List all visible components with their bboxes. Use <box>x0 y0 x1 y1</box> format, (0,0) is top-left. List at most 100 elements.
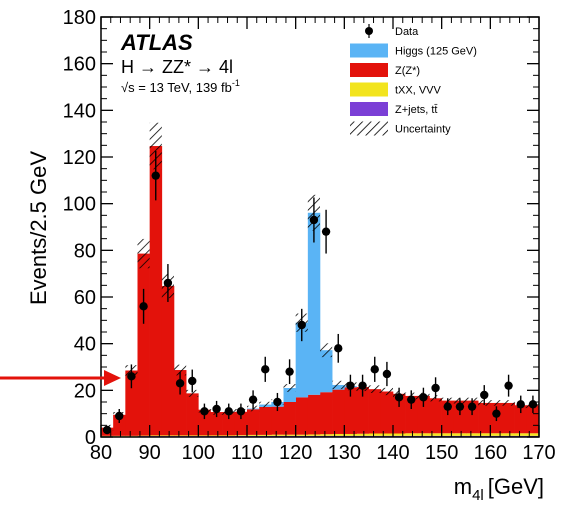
data-point <box>443 402 452 411</box>
data-point <box>212 404 221 414</box>
bar-txx-vvv <box>320 434 333 436</box>
y-axis-title: Events/2.5 GeV <box>26 151 51 305</box>
bar-z-z <box>514 405 528 434</box>
bar-txx-vvv <box>259 434 272 436</box>
bar-txx-vvv <box>222 435 236 437</box>
bar-z-z <box>149 146 163 436</box>
y-tick-label: 60 <box>74 287 96 309</box>
legend-label-higgs-125-gev: Higgs (125 GeV) <box>395 46 477 58</box>
data-point <box>224 407 233 416</box>
bar-txx-vvv <box>478 433 491 436</box>
uncertainty-band <box>186 389 199 397</box>
legend-label-z-z: Z(Z*) <box>395 65 420 77</box>
uncertainty-band <box>332 380 345 390</box>
uncertainty-band <box>320 343 333 358</box>
uncertainty-band <box>149 122 162 170</box>
data-point <box>102 425 112 435</box>
bar-z-z <box>332 389 345 434</box>
energy-main: √s = 13 TeV, 139 fb <box>121 80 232 95</box>
uncertainty-band <box>259 401 272 408</box>
data-point <box>492 409 501 418</box>
uncertainty-band <box>174 364 187 376</box>
bar-z-z <box>417 395 430 434</box>
data-points-layer <box>102 150 538 435</box>
data-point <box>467 402 477 411</box>
data-point <box>455 402 465 411</box>
bar-txx-vvv <box>234 435 248 436</box>
x-tick-label: 120 <box>279 442 312 464</box>
bar-z-z <box>344 387 357 434</box>
bar-z-z <box>356 387 369 434</box>
bar-txx-vvv <box>429 433 442 436</box>
bar-txx-vvv <box>441 433 455 436</box>
legend-swatch-z-z <box>350 63 388 77</box>
x-axis-title-main: m <box>454 474 472 499</box>
energy-sup: -1 <box>232 78 240 88</box>
bar-txx-vvv <box>332 433 345 436</box>
data-point <box>248 395 258 404</box>
atlas-label: ATLAS <box>120 30 193 55</box>
bar-z-z <box>125 370 138 436</box>
data-point <box>151 171 160 180</box>
bar-txx-vvv <box>283 434 296 436</box>
bar-txx-vvv <box>149 435 163 437</box>
uncertainty-band <box>502 400 515 406</box>
data-point <box>236 407 246 416</box>
bar-txx-vvv <box>466 433 479 436</box>
bar-z-z <box>307 394 321 435</box>
uncertainty-band <box>368 385 381 393</box>
bar-z-z <box>320 392 333 435</box>
y-tick-label: 100 <box>63 194 96 216</box>
bar-txx-vvv <box>161 435 175 437</box>
y-tick-label: 120 <box>63 147 96 169</box>
data-point <box>334 344 343 353</box>
legend-label-z-jets-tt: Z+jets, tt̄ <box>395 104 438 116</box>
data-point <box>163 278 173 288</box>
bar-txx-vvv <box>380 433 394 436</box>
bar-z-z <box>174 370 187 436</box>
x-axis-title: m4l [GeV] <box>454 474 544 504</box>
data-point <box>431 383 440 393</box>
data-point <box>188 376 197 386</box>
bar-z-z <box>368 389 382 434</box>
x-tick-label: 160 <box>474 442 507 464</box>
x-axis-title-sub: 4l <box>472 487 484 504</box>
data-point <box>309 215 319 225</box>
x-tick-label: 170 <box>522 442 555 464</box>
bar-z-z <box>137 253 150 436</box>
x-axis-title-unit: [GeV] <box>488 474 544 499</box>
data-point <box>127 372 136 381</box>
data-point <box>297 320 306 330</box>
legend-swatch-z-jets-tt <box>350 102 388 116</box>
uncertainty-band <box>283 384 296 392</box>
bar-txx-vvv <box>186 435 199 437</box>
bar-z-z <box>161 286 175 436</box>
bar-txx-vvv <box>526 433 540 436</box>
bar-txx-vvv <box>368 433 382 436</box>
data-point <box>358 381 367 390</box>
legend-swatch-uncertainty <box>350 121 388 136</box>
data-point <box>394 393 404 402</box>
bar-txx-vvv <box>295 434 309 436</box>
data-point <box>382 369 392 379</box>
uncertainty-band <box>380 387 393 396</box>
legend-label-txx-vvv: tXX, VVV <box>395 85 442 97</box>
y-tick-label: 140 <box>63 100 96 122</box>
bar-higgs-125-gev <box>307 212 321 395</box>
x-tick-label: 90 <box>139 442 161 464</box>
bar-z-z <box>198 409 211 436</box>
bar-txx-vvv <box>405 433 418 436</box>
y-tick-label: 80 <box>74 240 96 262</box>
bar-txx-vvv <box>502 433 515 436</box>
data-point <box>370 365 379 374</box>
data-point <box>480 390 489 400</box>
y-tick-label: 20 <box>74 380 96 402</box>
uncertainty-band <box>490 400 503 406</box>
bar-z-z <box>283 402 296 435</box>
data-point <box>175 379 185 388</box>
x-tick-label: 130 <box>328 442 361 464</box>
bar-higgs-125-gev <box>295 322 309 398</box>
data-point <box>528 400 538 409</box>
axes-layer: 80 90 100 110 120 130 140 150 160 170 0 20 40 60 80 100… <box>63 7 556 464</box>
